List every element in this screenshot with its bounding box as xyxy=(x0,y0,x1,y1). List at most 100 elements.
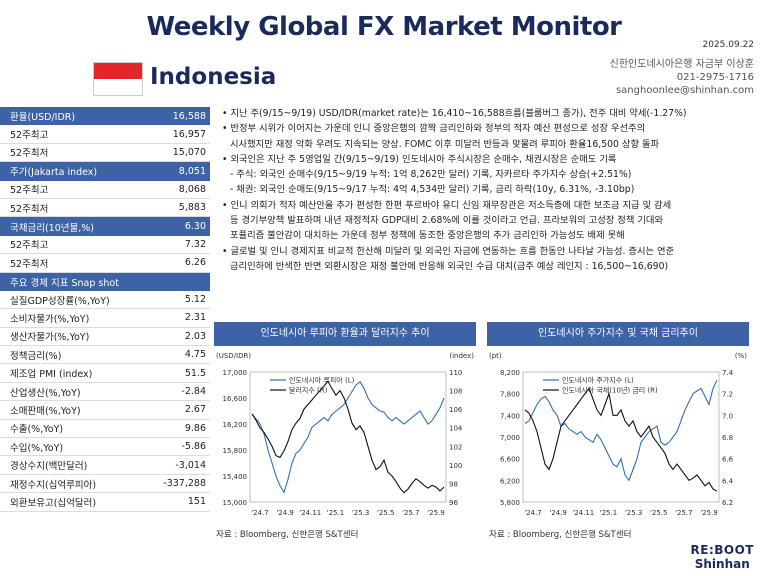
market-commentary: • 지난 주(9/15~9/19) USD/IDR(market rate)는 … xyxy=(222,106,762,274)
contact-info: 신한인도네시아은행 자금부 이상훈 021-2975-1716 sanghoon… xyxy=(610,58,754,97)
y-axis-unit-right: (%) xyxy=(735,352,747,360)
indicator-row: 소비자물가(%,YoY) 2.31 xyxy=(0,309,210,328)
x-tick: '24.11 xyxy=(299,509,321,517)
y-tick-left: 15,800 xyxy=(223,447,248,455)
chart-source: 자료 : Bloomberg, 신한은행 S&T센터 xyxy=(216,530,359,540)
y-tick-left: 7,000 xyxy=(500,434,520,442)
indicator-label: 52주최고 xyxy=(10,130,49,142)
series-line xyxy=(524,379,718,482)
indicator-label: 소매판매(%,YoY) xyxy=(10,405,81,417)
indicator-label: 주요 경제 지표 Snap shot xyxy=(10,277,119,289)
y-tick-left: 6,200 xyxy=(500,477,520,485)
indicator-row: 52주최고 16,957 xyxy=(0,125,210,144)
indicator-label: 정책금리(%) xyxy=(10,350,62,362)
y-tick-left: 16,600 xyxy=(223,395,248,403)
y-tick-right: 108 xyxy=(449,388,462,396)
y-tick-left: 15,400 xyxy=(223,473,248,481)
y-tick-left: 6,600 xyxy=(500,456,520,464)
y-tick-left: 16,200 xyxy=(223,421,248,429)
legend-label: 인도네시아 루피아 (L) xyxy=(289,376,355,385)
y-tick-right: 6.8 xyxy=(722,434,733,442)
x-tick: '25.5 xyxy=(650,509,668,517)
x-tick: '25.1 xyxy=(327,509,345,517)
indicator-header-row: 환율(USD/IDR) 16,588 xyxy=(0,107,210,126)
indicator-row: 52주최고 8,068 xyxy=(0,181,210,199)
commentary-line: • 인니 의회가 적자 예산안을 추가 편성한 한편 푸르바야 유디 신임 재무… xyxy=(222,199,672,211)
legend-label: 인도네시아 주가지수 (L) xyxy=(562,376,634,385)
indicator-value: 8,051 xyxy=(178,165,206,177)
series-line xyxy=(251,380,445,494)
y-axis-unit-left: (pt) xyxy=(489,352,502,360)
y-tick-right: 102 xyxy=(449,443,462,451)
y-tick-right: 106 xyxy=(449,406,463,414)
indicator-value: 7.32 xyxy=(184,238,206,250)
indicator-row: 소매판매(%,YoY) 2.67 xyxy=(0,401,210,420)
series-line xyxy=(524,387,718,492)
indicator-row: 경상수지(백만달러) -3,014 xyxy=(0,456,210,475)
y-tick-right: 6.4 xyxy=(722,477,734,485)
page-title: Weekly Global FX Market Monitor xyxy=(146,12,622,42)
indicator-row: 수출(%,YoY) 9.86 xyxy=(0,420,210,439)
indicator-label: 수입(%,YoY) xyxy=(10,442,64,454)
indicator-label: 수출(%,YoY) xyxy=(10,424,64,436)
y-tick-right: 7.4 xyxy=(722,369,734,377)
y-tick-left: 17,000 xyxy=(223,369,248,377)
x-tick: '24.7 xyxy=(524,509,542,517)
indicator-row: 정책금리(%) 4.75 xyxy=(0,346,210,365)
indicator-header-row: 국채금리(10년물,%) 6.30 xyxy=(0,217,210,236)
y-tick-right: 96 xyxy=(449,499,458,507)
x-tick: '24.7 xyxy=(251,509,269,517)
indicator-value: 16,588 xyxy=(172,110,206,122)
x-tick: '24.11 xyxy=(572,509,594,517)
contact-email[interactable]: sanghoonlee@shinhan.com xyxy=(615,85,754,96)
indicator-header-row: 주요 경제 지표 Snap shot xyxy=(0,272,210,291)
contact-name: 신한인도네시아은행 자금부 이상훈 xyxy=(609,59,754,70)
y-tick-right: 6.2 xyxy=(722,499,733,507)
indicator-label: 재정수지(십억루피아) xyxy=(10,479,97,491)
y-tick-right: 7.0 xyxy=(722,412,733,420)
y-tick-right: 110 xyxy=(449,369,462,377)
indicator-value: 51.5 xyxy=(184,367,206,379)
contact-phone: 021-2975-1716 xyxy=(676,72,754,83)
indicator-label: 소비자물가(%,YoY) xyxy=(10,313,90,325)
y-tick-right: 98 xyxy=(449,480,458,488)
indicator-label: 환율(USD/IDR) xyxy=(10,112,76,124)
reboot-shinhan-logo: RE:BOOT Shinhan xyxy=(691,543,754,571)
indicator-value: 6.26 xyxy=(184,257,206,269)
indicator-row: 52주최저 5,883 xyxy=(0,199,210,218)
y-tick-left: 15,000 xyxy=(223,499,248,507)
indicator-value: 6.30 xyxy=(184,221,206,233)
logo-line-2: Shinhan xyxy=(694,557,750,571)
indicator-label: 52주최저 xyxy=(10,148,49,160)
indicator-value: 9.86 xyxy=(184,422,206,434)
x-tick: '25.9 xyxy=(700,509,718,517)
indicator-label: 국채금리(10년물,%) xyxy=(10,222,94,234)
y-tick-right: 7.2 xyxy=(722,391,733,399)
indicator-value: 2.67 xyxy=(184,404,206,416)
indicator-value: -3,014 xyxy=(175,459,206,471)
indicator-row: 52주최고 7.32 xyxy=(0,236,210,255)
x-tick: '24.9 xyxy=(276,509,294,517)
y-tick-right: 6.6 xyxy=(722,456,734,464)
commentary-line: • 외국인은 지난 주 5영업일 간(9/15~9/19) 인도네시아 주식시장… xyxy=(222,153,617,165)
indicator-row: 외환보유고(십억달러) 151 xyxy=(0,493,210,512)
y-tick-left: 8,200 xyxy=(500,369,520,377)
x-tick: '25.5 xyxy=(377,509,395,517)
legend-label: 인도네시아 국채(10년) 금리 (R) xyxy=(562,386,658,395)
x-tick: '24.9 xyxy=(549,509,567,517)
indicator-label: 52주최고 xyxy=(10,240,49,252)
indicator-value: 8,068 xyxy=(178,183,206,195)
indicator-label: 외환보유고(십억달러) xyxy=(10,497,97,509)
indicator-label: 52주최저 xyxy=(10,258,49,270)
indicator-value: 4.75 xyxy=(184,349,206,361)
commentary-line: - 주식: 외국인 순매수(9/15~9/19 누적: 1억 8,262만 달러… xyxy=(230,169,632,181)
chart-title: 인도네시아 루피아 환율과 달러지수 추이 xyxy=(214,322,476,346)
y-tick-right: 104 xyxy=(449,425,463,433)
indicator-value: 16,957 xyxy=(172,128,206,140)
indicator-row: 제조업 PMI (index) 51.5 xyxy=(0,364,210,383)
indicator-value: 15,070 xyxy=(172,146,206,158)
indicator-label: 실질GDP성장률(%,YoY) xyxy=(10,295,110,307)
commentary-line: - 채권: 외국인 순매도(9/15~9/17 누적: 4억 4,534만 달러… xyxy=(230,184,635,196)
y-axis-unit-left: (USD/IDR) xyxy=(216,352,251,360)
indicator-row: 실질GDP성장률(%,YoY) 5.12 xyxy=(0,291,210,310)
